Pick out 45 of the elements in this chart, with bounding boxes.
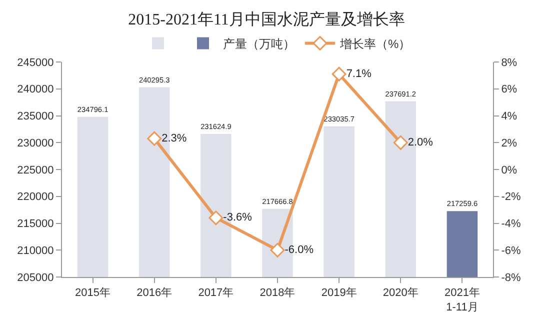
point: [270, 242, 285, 258]
data-label: -6.0%: [284, 244, 314, 256]
y2-tick-label: 0%: [501, 164, 518, 176]
legend-label: 增长率（%）: [339, 36, 411, 51]
data-label: 7.1%: [346, 68, 372, 80]
data-label: 240295.3: [138, 75, 170, 84]
y-tick-label: 205000: [17, 272, 54, 284]
y2-tick-label: -8%: [501, 272, 521, 284]
y2-tick-label: -2%: [501, 191, 521, 204]
y-tick-label: 225000: [17, 164, 54, 176]
y2-tick-label: -4%: [501, 218, 521, 230]
x-tick-label: 2017年: [198, 287, 234, 300]
data-label: 217259.6: [446, 199, 478, 208]
data-label: 2.3%: [162, 132, 187, 144]
data-label: 2.0%: [408, 136, 434, 148]
legend-label: 产量（万吨）: [223, 36, 295, 51]
y-tick-label: 220000: [17, 191, 54, 204]
point: [208, 210, 224, 226]
data-label: 237691.2: [385, 89, 416, 98]
y2-tick-label: 6%: [501, 84, 518, 96]
data-label: 231624.9: [200, 122, 232, 131]
x-tick-label: 2018年: [260, 287, 296, 300]
point: [332, 66, 346, 82]
x-tick-label: 2015年: [75, 287, 111, 300]
x-tick-label: 2021年 1-11月: [444, 287, 480, 314]
y2-tick-label: -6%: [501, 244, 521, 257]
y-tick-label: 235000: [17, 110, 54, 123]
y-tick-label: 230000: [17, 137, 54, 150]
y-tick-label: 240000: [17, 84, 54, 96]
y2-tick-label: 8%: [501, 56, 518, 69]
data-label: 234796.1: [77, 104, 108, 114]
data-label: -3.6%: [223, 212, 252, 224]
y-tick-label: 245000: [17, 56, 54, 69]
point: [393, 135, 408, 150]
data-label: 233035.7: [324, 114, 354, 124]
x-tick-label: 2016年: [136, 287, 172, 300]
x-tick-label: 2019年: [321, 287, 357, 300]
y-tick-label: 215000: [17, 218, 54, 230]
y2-tick-label: 4%: [501, 110, 518, 123]
x-tick-label: 2020年: [382, 287, 418, 300]
chart-title: 2015-2021年11月中国水泥产量及增长率: [128, 10, 405, 29]
y2-tick-label: 2%: [501, 137, 518, 150]
point: [147, 131, 162, 146]
data-label: 217666.8: [262, 196, 293, 206]
y-tick-label: 210000: [17, 244, 54, 257]
